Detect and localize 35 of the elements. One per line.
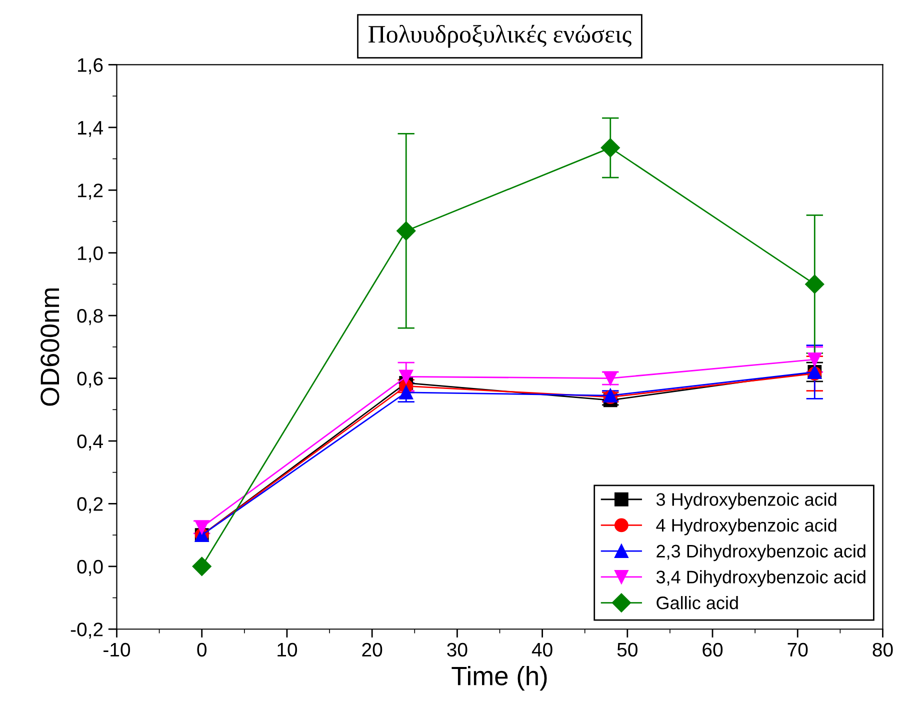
- legend-label: 2,3 Dihydroxybenzoic acid: [656, 544, 866, 562]
- point: [600, 138, 620, 158]
- chart-title: Πολυυδροξυλικές ενώσεις: [368, 24, 632, 48]
- y-axis-title: OD600nm: [40, 288, 60, 406]
- x-tick-label: 0: [197, 642, 206, 657]
- legend-label: 3,4 Dihydroxybenzoic acid: [656, 570, 866, 588]
- y-tick-label: 1,4: [78, 121, 103, 137]
- point: [805, 274, 824, 294]
- x-tick-label: 50: [617, 642, 638, 657]
- legend-label: 3 Hydroxybenzoic acid: [656, 492, 836, 510]
- point: [399, 385, 414, 400]
- x-tick-label: 30: [447, 642, 468, 657]
- x-tick-label: 20: [362, 642, 382, 657]
- point: [396, 221, 416, 240]
- x-tick-label: 80: [872, 642, 893, 657]
- y-tick-label: 1,0: [78, 246, 103, 262]
- y-tick-label: 0,4: [77, 434, 103, 451]
- x-tick-label: 40: [532, 642, 552, 657]
- x-tick-label: 70: [788, 642, 808, 657]
- y-tick-label: 1,2: [78, 184, 103, 200]
- point: [192, 556, 212, 576]
- x-tick-label: 10: [278, 642, 298, 657]
- legend-label: 4 Hydroxybenzoic acid: [656, 518, 836, 536]
- y-tick-label: 1,6: [78, 58, 103, 74]
- y-tick-label: 0,6: [77, 372, 103, 388]
- x-axis-title: Time (h): [452, 666, 547, 691]
- point: [808, 352, 822, 366]
- point: [399, 370, 414, 384]
- y-tick-label: -0,2: [70, 622, 103, 639]
- x-tick-label: -10: [104, 642, 130, 657]
- y-tick-label: 0,8: [77, 309, 103, 326]
- legend-label: Gallic acid: [656, 596, 738, 610]
- y-tick-label: 0,0: [77, 560, 103, 576]
- x-tick-label: 60: [702, 642, 723, 657]
- y-tick-label: 0,2: [77, 497, 103, 514]
